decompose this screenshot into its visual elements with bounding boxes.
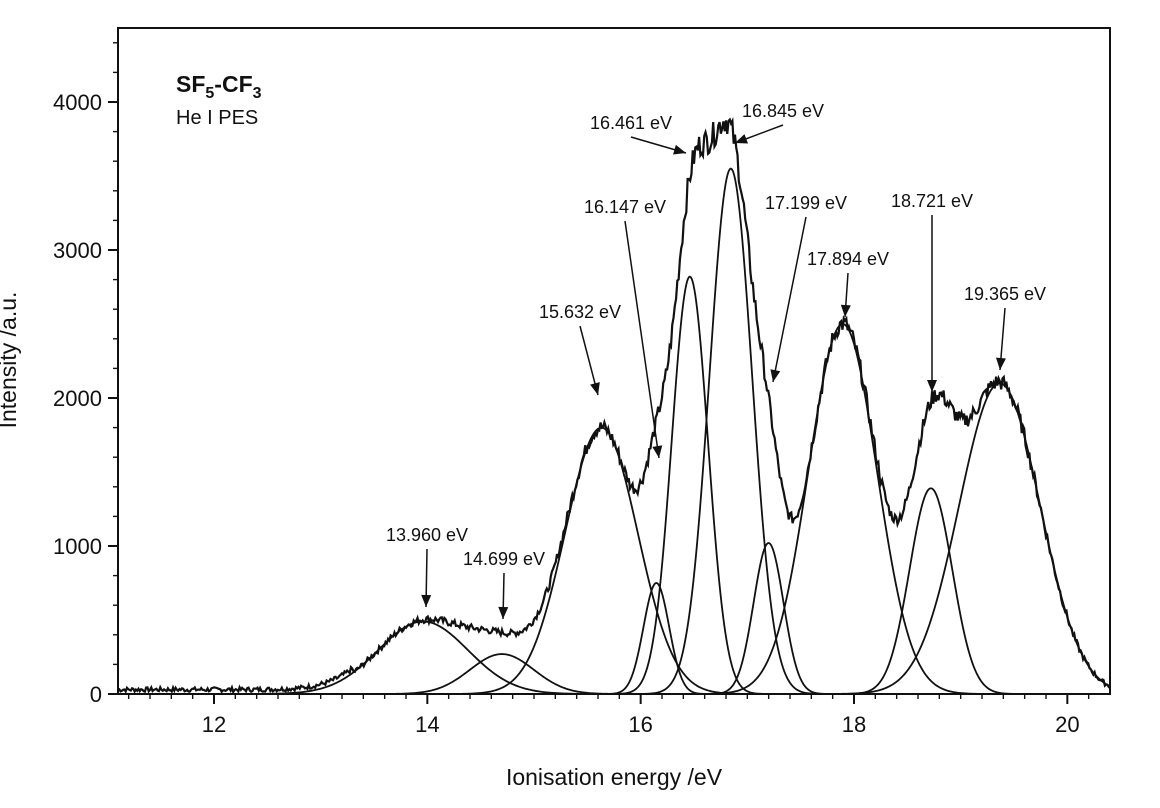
peak-label: 16.461 eV xyxy=(590,113,672,133)
peak-label: 16.147 eV xyxy=(584,197,666,217)
x-tick-label: 20 xyxy=(1055,712,1079,737)
peak-arrow-head xyxy=(840,304,851,317)
y-tick-label: 2000 xyxy=(53,386,102,411)
peak-label: 13.960 eV xyxy=(386,525,468,545)
y-tick-label: 4000 xyxy=(53,90,102,115)
peak-label: 17.894 eV xyxy=(807,249,889,269)
component-curve xyxy=(373,653,630,695)
peak-arrow-head xyxy=(590,382,600,395)
y-axis-title: Intensity /a.u. xyxy=(0,292,21,429)
x-tick-label: 16 xyxy=(628,712,652,737)
peak-label: 15.632 eV xyxy=(539,302,621,322)
component-curve xyxy=(605,582,708,695)
component-curve xyxy=(837,382,1111,695)
component-curve xyxy=(645,167,817,695)
peak-arrow-head xyxy=(673,144,686,155)
y-tick-label: 1000 xyxy=(53,534,102,559)
peak-arrow-head xyxy=(421,594,432,607)
peak-arrow-line xyxy=(772,216,807,383)
component-curve xyxy=(708,542,829,695)
peak-arrow-head xyxy=(927,380,937,392)
x-tick-label: 14 xyxy=(415,712,439,737)
peak-annotations: 13.960 eV 14.699 eV 15.632 eV 16.147 eV 16.4… xyxy=(386,101,1046,620)
peak-label: 18.721 eV xyxy=(891,191,973,211)
inset-title: SF5-CF3 xyxy=(176,71,262,102)
y-tick-label: 3000 xyxy=(53,238,102,263)
x-tick-label: 12 xyxy=(202,712,226,737)
y-tick-label: 0 xyxy=(90,682,102,707)
peak-label: 14.699 eV xyxy=(463,549,545,569)
component-curve xyxy=(243,620,603,695)
x-axis-title: Ionisation energy /eV xyxy=(506,764,723,790)
x-tick-label: 18 xyxy=(842,712,866,737)
fitted-components xyxy=(243,167,1111,695)
peak-label: 19.365 eV xyxy=(964,284,1046,304)
peak-arrow-head xyxy=(498,606,509,619)
component-curve xyxy=(845,487,1017,695)
peak-arrow-head xyxy=(770,369,781,382)
component-curve xyxy=(617,275,763,695)
axes: 12 14 16 18 20 0 1000 2000 3000 4000 xyxy=(53,42,1090,737)
peak-label: 17.199 eV xyxy=(765,193,847,213)
peak-arrow-head xyxy=(652,445,663,458)
peak-arrow-line xyxy=(624,220,660,459)
peak-label: 16.845 eV xyxy=(742,101,824,121)
peak-arrow-head xyxy=(995,357,1006,370)
peak-arrow-head xyxy=(735,134,748,144)
spectrum-line xyxy=(117,116,1111,695)
inset-subtitle: He I PES xyxy=(176,107,258,129)
